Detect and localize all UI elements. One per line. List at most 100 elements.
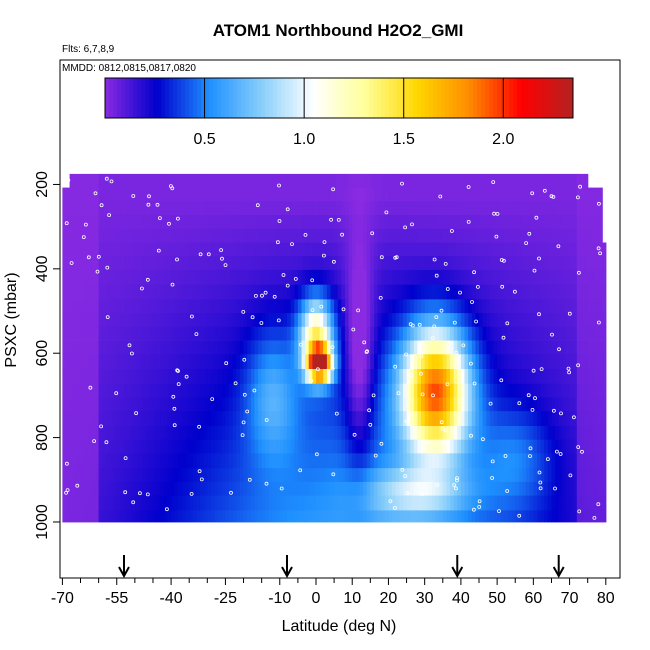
heatmap-cell — [305, 397, 310, 412]
heatmap-cell — [171, 269, 176, 286]
heatmap-cell — [229, 340, 234, 355]
heatmap-cell — [214, 439, 219, 454]
heatmap-cell — [421, 242, 426, 257]
heatmap-cell — [493, 187, 498, 202]
heatmap-cell — [66, 397, 71, 412]
heatmap-cell — [149, 383, 154, 398]
heatmap-cell — [435, 326, 440, 341]
heatmap-cell — [243, 510, 248, 523]
heatmap-cell — [453, 228, 458, 243]
heatmap-cell — [113, 201, 118, 216]
heatmap-cell — [283, 187, 288, 202]
heatmap-cell — [250, 256, 255, 271]
heatmap-cell — [153, 340, 158, 355]
heatmap-cell — [431, 228, 437, 243]
heatmap-cell — [392, 411, 397, 427]
sample-point — [577, 509, 582, 514]
heatmap-cell — [167, 481, 172, 496]
heatmap-cell — [316, 201, 321, 216]
heatmap-cell — [399, 354, 404, 370]
heatmap-cell — [276, 481, 281, 496]
heatmap-cell — [276, 242, 281, 257]
heatmap-cell — [482, 439, 487, 454]
heatmap-cell — [511, 354, 516, 370]
heatmap-cell — [594, 510, 600, 523]
heatmap-cell — [533, 495, 538, 511]
heatmap-cell — [210, 439, 216, 454]
heatmap-cell — [464, 215, 469, 230]
heatmap-cell — [381, 299, 386, 314]
sample-point — [441, 439, 446, 444]
heatmap-cell — [587, 397, 592, 412]
heatmap-cell — [359, 468, 364, 483]
heatmap-cell — [160, 256, 165, 271]
heatmap-cell — [370, 510, 375, 523]
heatmap-cell — [290, 201, 295, 216]
sample-point — [123, 490, 128, 495]
heatmap-cell — [402, 242, 408, 257]
heatmap-cell — [468, 173, 473, 188]
heatmap-cell — [555, 397, 560, 412]
heatmap-cell — [431, 256, 437, 271]
heatmap-cell — [446, 411, 451, 427]
heatmap-cell — [594, 313, 600, 328]
sample-point — [105, 265, 110, 270]
colorbar-swatch — [553, 78, 558, 118]
heatmap-cell — [305, 242, 310, 257]
heatmap-cell — [69, 383, 74, 398]
heatmap-cell — [239, 369, 245, 385]
heatmap-cell — [225, 326, 230, 341]
heatmap-cell — [384, 411, 389, 427]
heatmap-cell — [330, 299, 335, 314]
heatmap-cell — [334, 510, 339, 523]
heatmap-cell — [345, 510, 350, 523]
heatmap-cell — [493, 426, 498, 441]
heatmap-cell — [120, 242, 125, 257]
heatmap-cell — [435, 495, 440, 511]
heatmap-cell — [192, 354, 197, 370]
heatmap-cell — [76, 173, 82, 188]
heatmap-cell — [377, 354, 382, 370]
heatmap-cell — [576, 215, 581, 230]
heatmap-cell — [69, 299, 74, 314]
heatmap-cell — [529, 215, 534, 230]
heatmap-cell — [544, 495, 549, 511]
heatmap-cell — [319, 383, 324, 398]
sample-point — [420, 492, 425, 496]
heatmap-cell — [174, 215, 179, 230]
heatmap-cell — [515, 284, 520, 300]
heatmap-cell — [290, 313, 295, 328]
heatmap-cell — [305, 201, 310, 216]
heatmap-cell — [602, 313, 607, 328]
heatmap-cell — [479, 510, 484, 523]
heatmap-cell — [547, 269, 552, 286]
heatmap-cell — [95, 242, 100, 257]
heatmap-cell — [268, 242, 274, 257]
heatmap-cell — [113, 426, 118, 441]
heatmap-cell — [323, 369, 328, 385]
heatmap-cell — [453, 510, 458, 523]
heatmap-cell — [421, 187, 426, 202]
x-tick-label: 60 — [524, 590, 542, 607]
heatmap-cell — [555, 369, 560, 385]
heatmap-cell — [218, 340, 223, 355]
heatmap-cell — [268, 201, 274, 216]
heatmap-cell — [584, 269, 589, 286]
heatmap-cell — [355, 468, 360, 483]
sample-point — [597, 201, 601, 206]
heatmap-cell — [363, 284, 368, 300]
heatmap-cell — [279, 426, 284, 441]
heatmap-cell — [482, 340, 487, 355]
heatmap-cell — [153, 173, 158, 188]
sample-point — [454, 350, 459, 355]
heatmap-cell — [486, 397, 491, 412]
heatmap-cell — [153, 369, 158, 385]
sample-point — [443, 261, 448, 266]
heatmap-cell — [308, 340, 313, 355]
heatmap-cell — [171, 256, 176, 271]
heatmap-cell — [301, 269, 306, 286]
heatmap-cell — [105, 326, 111, 341]
heatmap-cell — [395, 468, 400, 483]
heatmap-cell — [544, 481, 549, 496]
heatmap-cell — [196, 313, 201, 328]
